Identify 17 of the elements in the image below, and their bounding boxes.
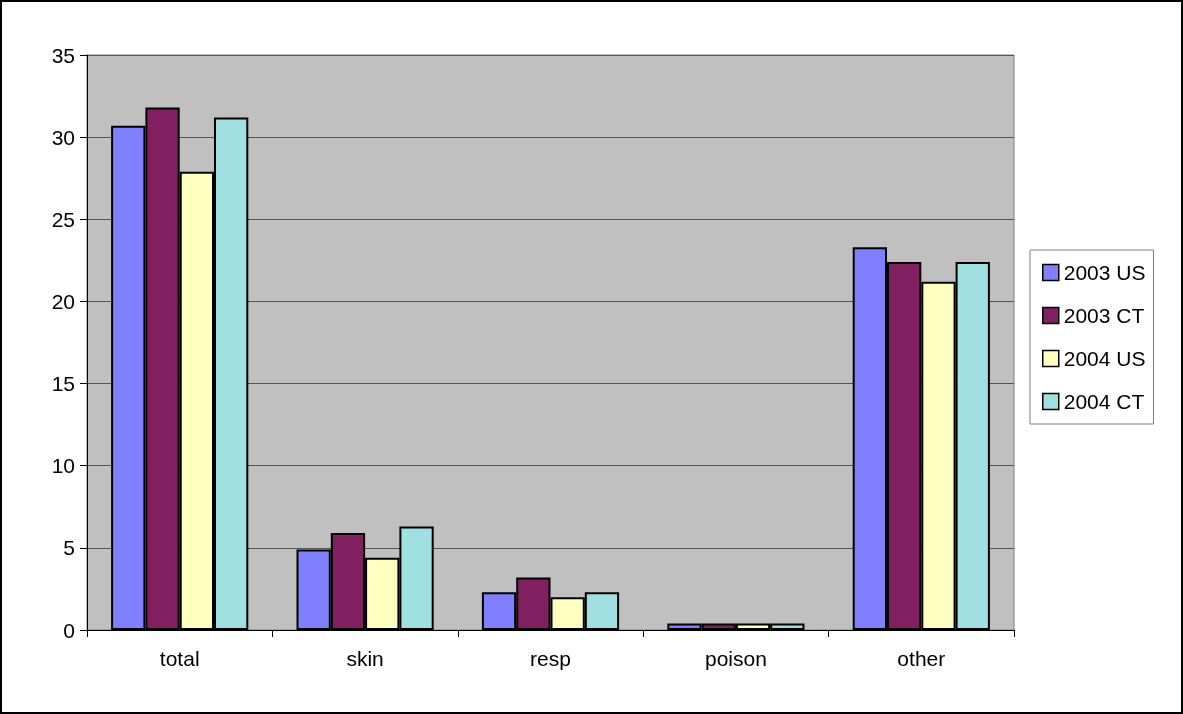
x-tick-label: poison xyxy=(704,647,767,670)
legend-label: 2003 US xyxy=(1063,261,1146,284)
y-tick-label: 20 xyxy=(51,289,75,313)
legend-label: 2004 US xyxy=(1063,347,1146,370)
x-tick-label: total xyxy=(159,647,200,670)
y-tick-label: 35 xyxy=(51,43,75,67)
x-tick-label: skin xyxy=(346,647,384,670)
y-tick-label: 10 xyxy=(51,454,75,478)
legend-label: 2004 CT xyxy=(1063,390,1145,413)
x-tick-label: resp xyxy=(530,647,571,670)
x-tick-label: other xyxy=(897,647,946,670)
y-tick-label: 25 xyxy=(51,207,75,231)
y-tick-label: 30 xyxy=(51,125,75,149)
y-tick-label: 5 xyxy=(63,536,75,560)
y-tick-label: 15 xyxy=(51,372,75,396)
legend-label: 2003 CT xyxy=(1063,304,1145,327)
y-tick-label: 0 xyxy=(63,618,75,642)
